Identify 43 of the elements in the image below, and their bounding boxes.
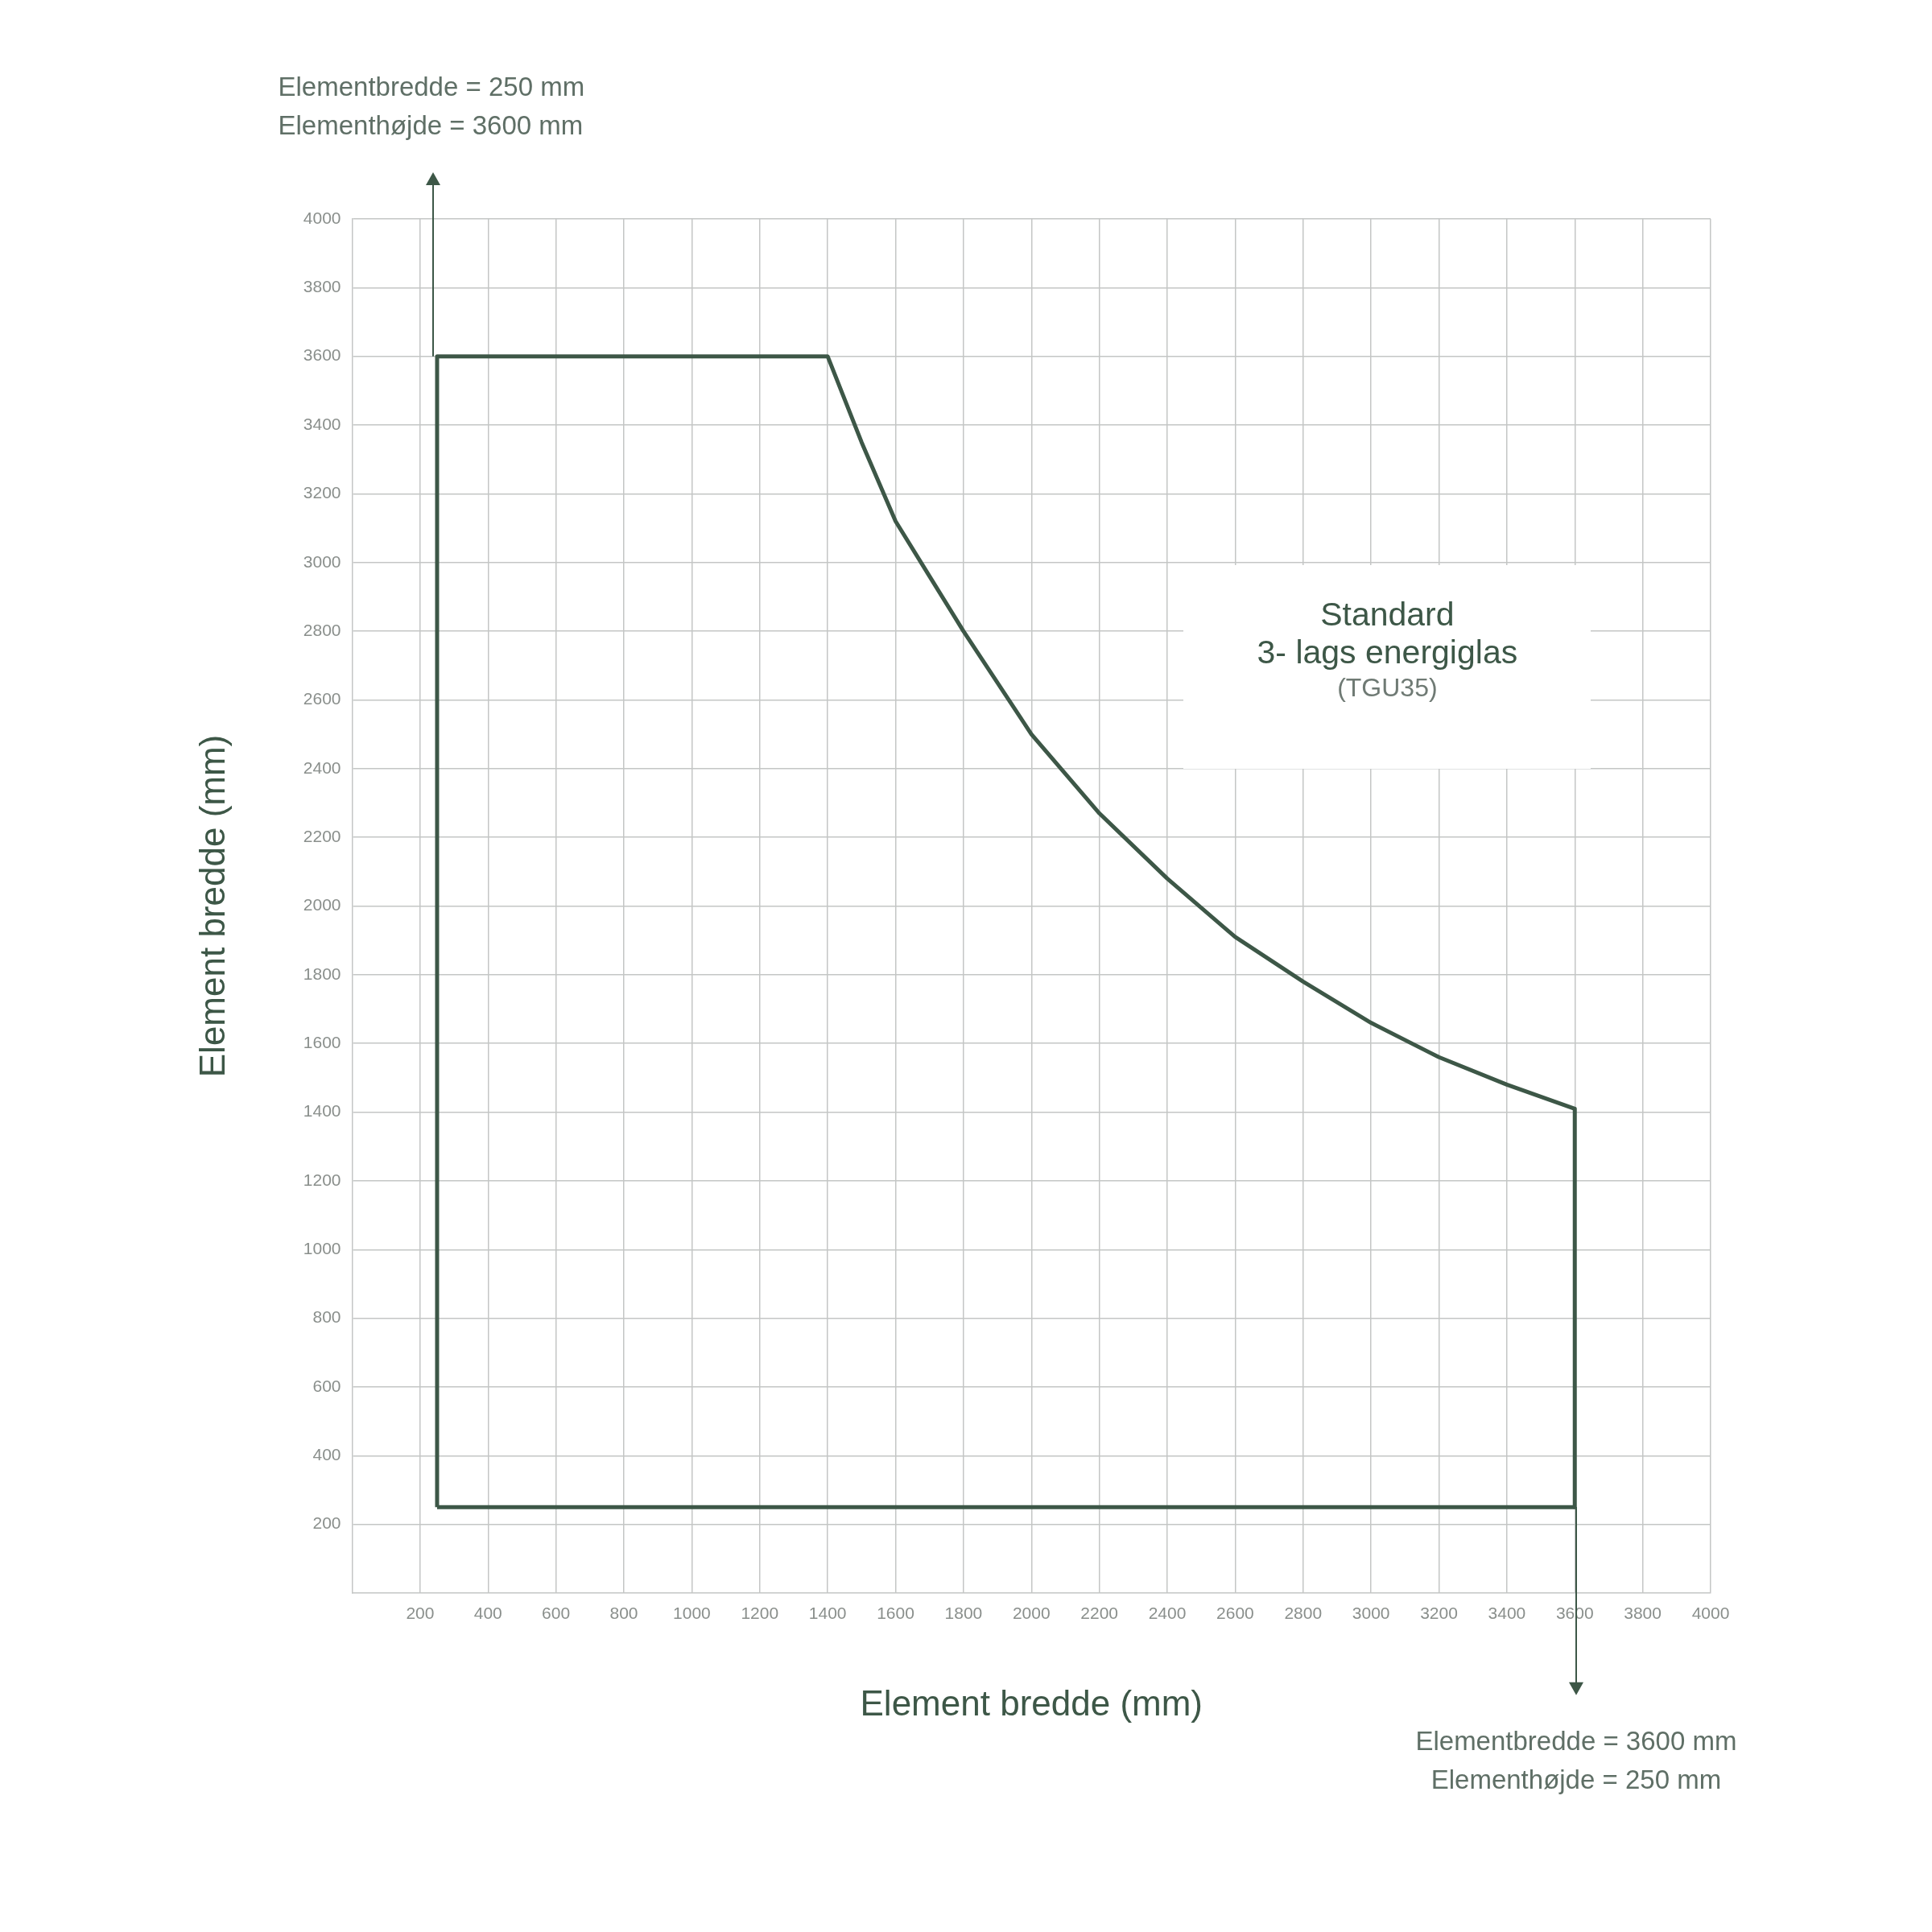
y-tick-label: 1800 [303,964,341,983]
x-tick-label: 3400 [1488,1604,1526,1623]
y-tick-label: 2200 [303,826,341,845]
y-tick-label: 1000 [303,1239,341,1258]
y-tick-label: 2400 [303,758,341,777]
x-axis-title: Element bredde (mm) [860,1682,1203,1723]
x-tick-label: 2600 [1216,1604,1254,1623]
x-tick-label: 2000 [1012,1604,1051,1623]
y-tick-label: 600 [312,1376,341,1395]
y-axis-title: Element bredde (mm) [192,734,232,1078]
x-tick-label: 1800 [944,1604,983,1623]
y-tick-label: 1200 [303,1170,341,1189]
x-tick-label: 2400 [1148,1604,1187,1623]
x-tick-label: 400 [473,1604,502,1623]
text: Elementbredde = 250 mm Elementhøjde = 3600 mm [278,71,585,142]
x-tick-label: 1200 [741,1604,779,1623]
y-tick-label: 2600 [303,689,341,708]
x-tick-label: 1000 [673,1604,711,1623]
x-tick-label: 800 [609,1604,638,1623]
y-tick-label: 2000 [303,895,341,914]
y-tick-label: 3000 [303,551,341,571]
y-tick-label: 3800 [303,277,341,296]
x-tick-label: 3800 [1624,1604,1662,1623]
y-tick-label: 1600 [303,1033,341,1051]
x-tick-label: 3000 [1352,1604,1390,1623]
x-tick-label: 2800 [1284,1604,1323,1623]
y-tick-label: 1400 [303,1101,341,1121]
x-tick-label: 2200 [1080,1604,1118,1623]
y-tick-label: 3200 [303,483,341,502]
x-tick-label: 1600 [877,1604,914,1623]
y-tick-label: 2800 [303,620,341,639]
y-tick-label: 3400 [303,414,341,433]
y-tick-label: 4000 [303,208,341,227]
y-tick-label: 400 [312,1445,341,1464]
text: Elementbredde = 3600 mm Elementhøjde = 250 mm [1415,1725,1737,1796]
x-tick-label: 600 [542,1604,571,1623]
x-tick-label: 1400 [808,1604,847,1623]
y-tick-label: 3600 [303,345,341,365]
x-tick-label: 3200 [1420,1604,1458,1623]
y-tick-label: 800 [312,1307,341,1327]
x-tick-label: 200 [406,1604,435,1623]
x-tick-label: 4000 [1691,1604,1730,1623]
y-tick-label: 200 [312,1513,341,1533]
